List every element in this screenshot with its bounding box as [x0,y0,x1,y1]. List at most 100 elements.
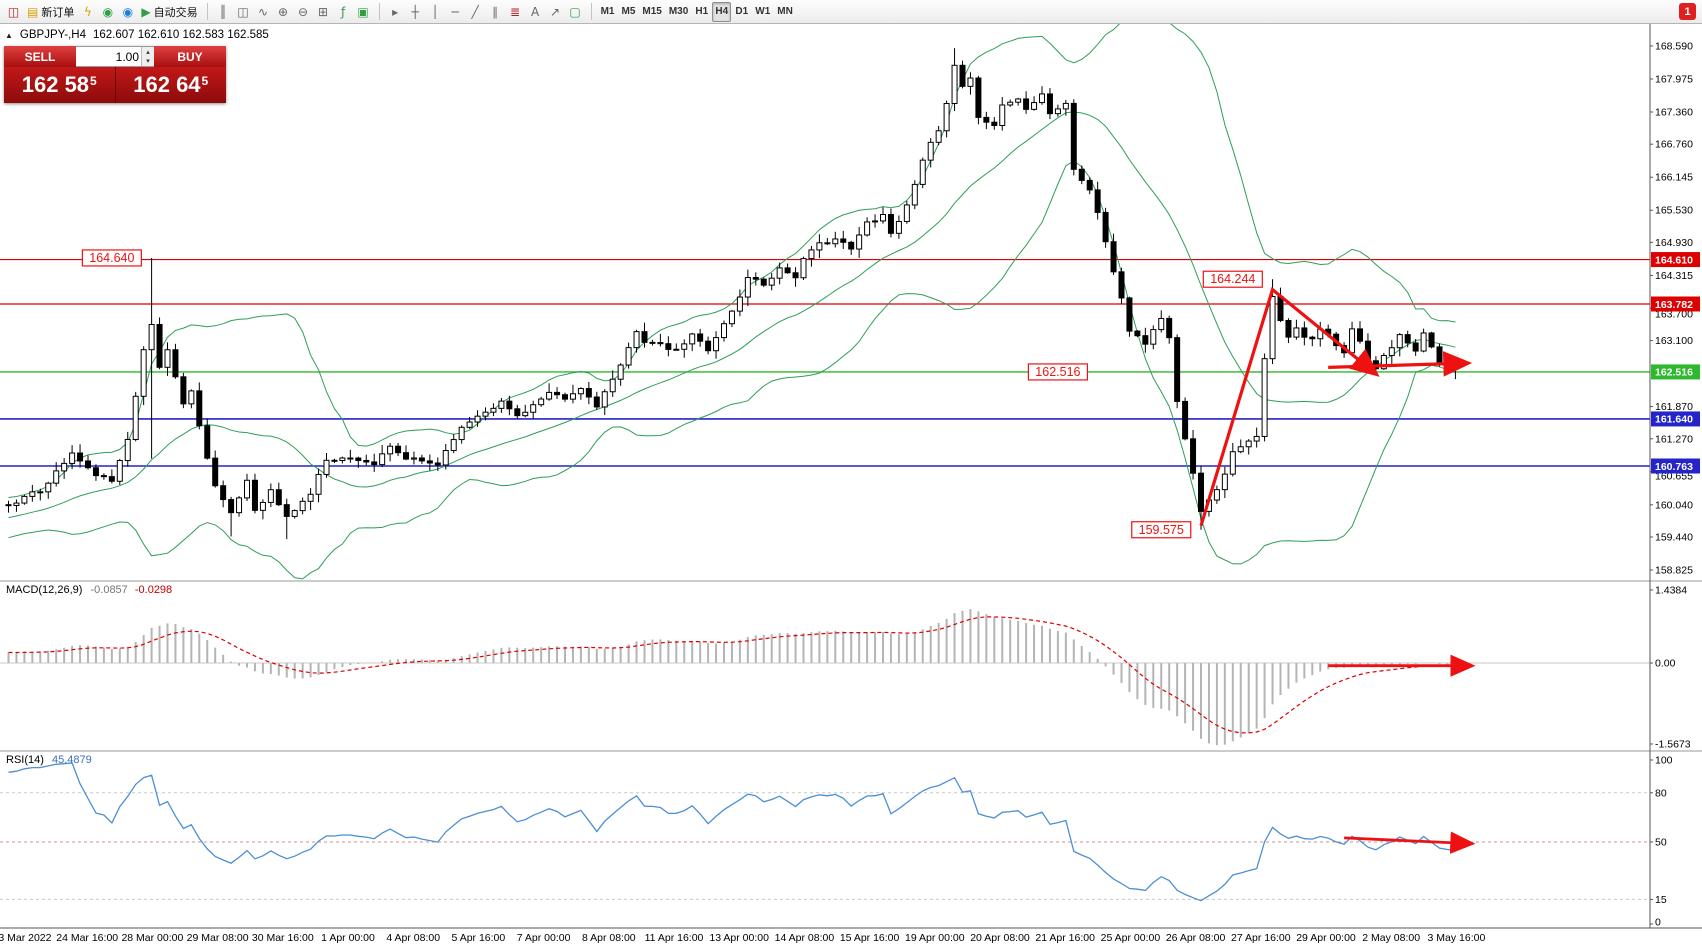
tf-m30-button[interactable]: M30 [666,2,691,22]
tf-m15-button[interactable]: M15 [639,2,664,22]
community-button[interactable]: ◉ [118,2,137,22]
toolbar: ◫ ▤ 新订单 ϟ ◉ ◉ ▶ 自动交易 ║ ◫ ∿ ⊕ ⊖ ⊞ ƒ ▣ ▸ ┼ │ ─ ╱ ∥ ≣ A ↗ ▢ M1 M5 M15 M3… [0,0,1702,24]
level-price-box [1651,411,1700,427]
time-tick-label: 7 Apr 00:00 [517,932,571,944]
new-order-label: 新订单 [41,6,75,19]
rsi-axis-label: 100 [1655,755,1673,767]
arrow-object-button[interactable]: ↗ [546,2,565,22]
trend-arrow-2[interactable] [1328,351,1473,377]
notification-badge[interactable]: 1 [1679,3,1696,20]
sell-button[interactable]: SELL [4,46,76,67]
market-button[interactable]: ◉ [98,2,117,22]
level-lines [0,258,1650,467]
buy-price[interactable]: 162 64 5 [116,67,227,103]
tf-h1-button[interactable]: H1 [692,2,711,22]
bar-chart-button[interactable]: ║ [214,2,233,22]
macd-layer [0,609,1650,746]
strategy-tester-button[interactable]: ϟ [78,2,97,22]
price-tick-label: 158.825 [1655,565,1693,577]
auto-trading-label: 自动交易 [153,6,198,19]
rsi-value: 45.4879 [51,754,92,766]
line-chart-button[interactable]: ∿ [254,2,273,22]
zoom-out-icon: ⊖ [298,4,309,19]
buy-button[interactable]: BUY [154,46,226,67]
time-tick-label: 21 Apr 16:00 [1035,932,1095,944]
price-tick-label: 161.870 [1655,401,1693,413]
new-chart-button[interactable]: ◫ [4,2,23,22]
price-callout-box[interactable] [1131,521,1192,539]
new-order-button[interactable]: ▤ 新订单 [24,2,77,22]
equidistant-channel-button[interactable]: ∥ [486,2,505,22]
cursor-button[interactable]: ▸ [386,2,405,22]
time-tick-label: 11 Apr 16:00 [645,932,704,944]
sell-price[interactable]: 162 58 5 [4,67,115,103]
tile-windows-button[interactable]: ⊞ [314,2,333,22]
macd-axis-label: -1.5673 [1655,739,1691,751]
time-tick-label: 26 Apr 08:00 [1166,932,1226,944]
vertical-line-icon: │ [431,4,439,19]
trendline-icon: ╱ [471,4,479,19]
volume-decrease-button[interactable]: ▾ [142,56,154,66]
toolbar-separator [206,3,208,20]
buy-price-main: 162 64 [133,72,201,97]
crosshair-button[interactable]: ┼ [406,2,425,22]
oct-divider [114,67,116,103]
price-callout-box[interactable] [81,249,142,267]
time-tick-label: 27 Apr 16:00 [1231,932,1291,944]
tf-h4-button[interactable]: H4 [712,1,732,22]
axes-layer [0,24,1702,929]
fibonacci-button[interactable]: ≣ [506,2,525,22]
candlestick-chart-button[interactable]: ◫ [234,2,253,22]
price-tick-label: 159.440 [1655,531,1693,543]
price-callout-box[interactable] [1202,270,1263,288]
collapse-panel-icon[interactable]: ▲ [5,30,13,40]
text-button[interactable]: A [526,2,545,22]
price-axis[interactable]: 168.590 167.975 167.360 166.760 166.145 165.5… [1650,41,1700,929]
trend-arrow-1[interactable] [1199,286,1380,527]
trendline-button[interactable]: ╱ [466,2,485,22]
macd-axis-label: 0.00 [1655,658,1676,670]
volume-input[interactable] [76,47,141,66]
rsi-axis-label: 50 [1655,837,1667,849]
zoom-out-button[interactable]: ⊖ [294,2,313,22]
time-tick-label: 23 Mar 2022 [0,932,52,944]
rsi-layer [0,762,1650,902]
auto-trading-button[interactable]: ▶ 自动交易 [138,2,200,22]
rsi-axis-label: 0 [1655,917,1661,929]
tf-mn-button[interactable]: MN [774,2,796,22]
rsi-indicator-label: RSI(14) 45.4879 [6,754,92,766]
tf-m1-button[interactable]: M1 [598,2,618,22]
vertical-line-button[interactable]: │ [426,2,445,22]
objects-list-button[interactable]: ▣ [354,2,373,22]
toolbar-separator [378,3,380,20]
tf-d1-button[interactable]: D1 [732,2,751,22]
shapes-button[interactable]: ▢ [566,2,585,22]
sell-price-main: 162 58 [21,72,90,97]
macd-signal-line [8,616,1456,734]
tf-m1-label: M1 [600,6,615,17]
price-tick-label: 165.530 [1655,205,1693,217]
tf-m5-button[interactable]: M5 [618,2,638,22]
indicators-icon: ƒ [340,4,346,19]
volume-spinner: ▴ ▾ [141,47,154,66]
price-callout-box[interactable] [1027,363,1089,381]
rsi-arrow[interactable] [1344,831,1476,854]
rsi-name: RSI(14) [6,754,44,766]
volume-increase-button[interactable]: ▴ [142,47,154,57]
indicators-button[interactable]: ƒ [334,2,353,22]
level-price-box [1651,296,1700,312]
level-price-box-label: 160.763 [1655,461,1693,473]
zoom-in-button[interactable]: ⊕ [274,2,293,22]
time-tick-label: 1 Apr 00:00 [321,932,375,944]
time-tick-label: 8 Apr 08:00 [582,932,636,944]
tf-w1-button[interactable]: W1 [752,2,773,22]
macd-main-value: -0.0857 [90,584,128,596]
time-tick-label: 4 Apr 08:00 [386,932,440,944]
macd-name: MACD(12,26,9) [6,584,83,596]
price-tick-label: 164.315 [1655,270,1693,282]
time-tick-label: 2 May 08:00 [1362,932,1420,944]
ohlc-values: 162.607 162.610 162.583 162.585 [92,29,269,41]
horizontal-line-button[interactable]: ─ [446,2,465,22]
